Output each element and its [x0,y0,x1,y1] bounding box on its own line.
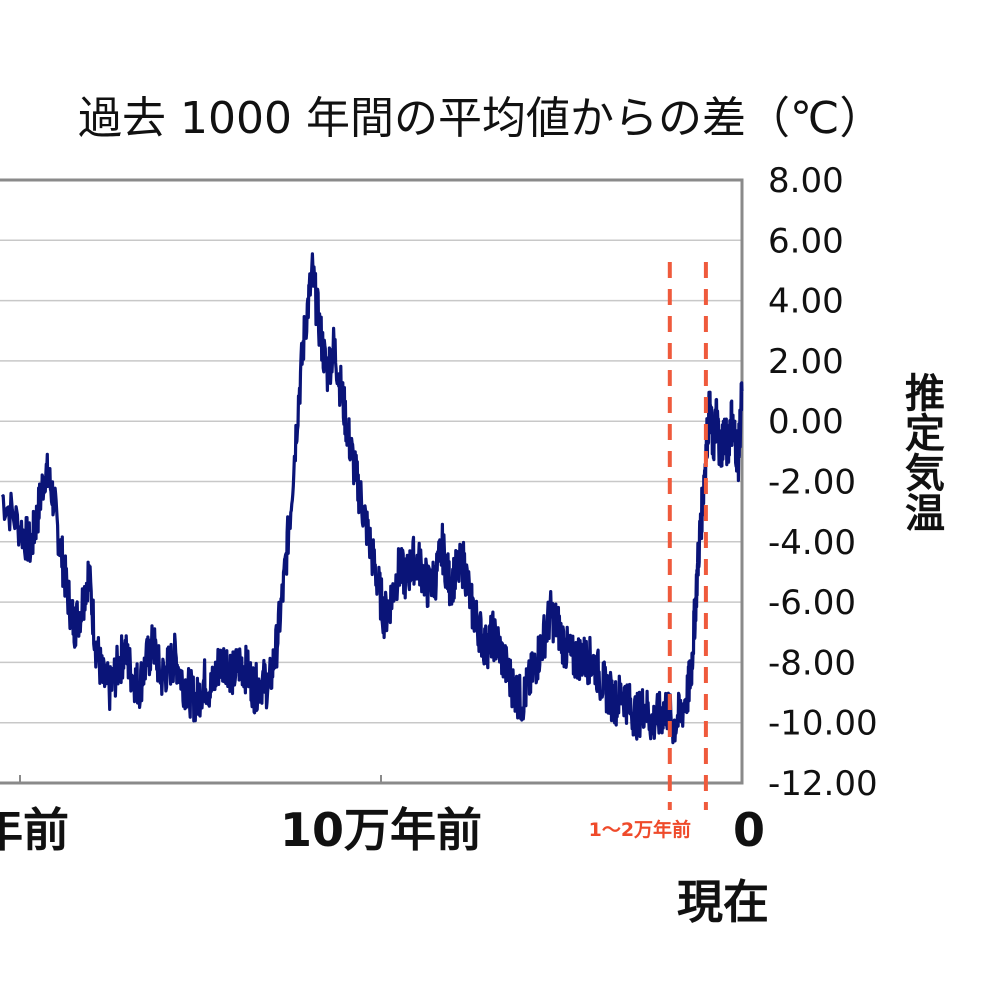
y-tick-label-9: -10.00 [768,704,878,744]
y-tick-label-0: 8.00 [768,161,844,201]
now-label: 現在 [677,875,769,929]
y-tick-label-2: 4.00 [768,282,844,322]
y-tick-label-5: -2.00 [768,463,856,503]
y-tick-label-6: -4.00 [768,523,856,563]
y-axis-label: 推定気温 [898,372,944,532]
annotations: 1〜2万年前 [589,262,708,841]
x-tick-label-1: 10万年前 [280,803,482,857]
y-tick-label-7: -6.00 [768,583,856,623]
chart-title: 過去 1000 年間の平均値からの差（℃） [78,93,884,144]
y-tick-label-1: 6.00 [768,221,844,261]
plot-frame [0,178,744,785]
x-tick-label-2: 0 [733,803,765,857]
y-tick-label-4: 0.00 [768,402,844,442]
temperature-series-line [0,252,744,745]
y-tick-label-3: 2.00 [768,342,844,382]
x-tick-label-0: 万年前 [0,803,69,857]
grid-lines [0,239,742,724]
y-axis-tick-labels: 8.00 6.00 4.00 2.00 0.00 -2.00 -4.00 -6.00 -8.00… [768,161,878,804]
y-tick-label-8: -8.00 [768,643,856,683]
annotation-label: 1〜2万年前 [589,818,691,841]
x-axis-tick-labels: 万年前 10万年前 0 [0,803,765,857]
x-axis-ticks [19,775,382,783]
y-tick-label-10: -12.00 [768,764,878,804]
